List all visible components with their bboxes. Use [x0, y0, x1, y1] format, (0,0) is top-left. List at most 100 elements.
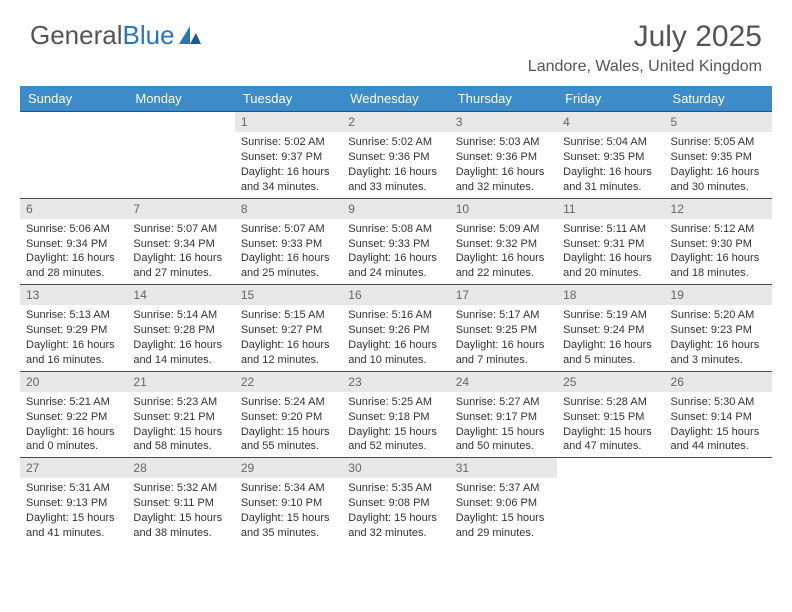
- logo: GeneralBlue: [30, 20, 201, 51]
- daylight-text: Daylight: 15 hours and 58 minutes.: [133, 425, 228, 455]
- day-number: 3: [450, 112, 557, 132]
- day-content: Sunrise: 5:07 AMSunset: 9:33 PMDaylight:…: [235, 219, 342, 284]
- day-number: 24: [450, 372, 557, 392]
- day-content: Sunrise: 5:16 AMSunset: 9:26 PMDaylight:…: [342, 305, 449, 370]
- day-number: 17: [450, 285, 557, 305]
- day-cell: 18Sunrise: 5:19 AMSunset: 9:24 PMDayligh…: [557, 285, 664, 371]
- sunset-text: Sunset: 9:10 PM: [241, 496, 336, 511]
- day-content: Sunrise: 5:19 AMSunset: 9:24 PMDaylight:…: [557, 305, 664, 370]
- day-content: Sunrise: 5:02 AMSunset: 9:37 PMDaylight:…: [235, 132, 342, 197]
- day-cell: 5Sunrise: 5:05 AMSunset: 9:35 PMDaylight…: [665, 112, 772, 198]
- day-content: Sunrise: 5:12 AMSunset: 9:30 PMDaylight:…: [665, 219, 772, 284]
- day-cell: 28Sunrise: 5:32 AMSunset: 9:11 PMDayligh…: [127, 458, 234, 544]
- sunset-text: Sunset: 9:08 PM: [348, 496, 443, 511]
- sunset-text: Sunset: 9:14 PM: [671, 410, 766, 425]
- daylight-text: Daylight: 16 hours and 24 minutes.: [348, 251, 443, 281]
- sunrise-text: Sunrise: 5:34 AM: [241, 481, 336, 496]
- day-cell: 8Sunrise: 5:07 AMSunset: 9:33 PMDaylight…: [235, 199, 342, 285]
- day-content: Sunrise: 5:15 AMSunset: 9:27 PMDaylight:…: [235, 305, 342, 370]
- sunrise-text: Sunrise: 5:19 AM: [563, 308, 658, 323]
- title-section: July 2025 Landore, Wales, United Kingdom: [528, 20, 762, 76]
- daylight-text: Daylight: 15 hours and 38 minutes.: [133, 511, 228, 541]
- day-cell: 3Sunrise: 5:03 AMSunset: 9:36 PMDaylight…: [450, 112, 557, 198]
- sunrise-text: Sunrise: 5:04 AM: [563, 135, 658, 150]
- day-cell: 4Sunrise: 5:04 AMSunset: 9:35 PMDaylight…: [557, 112, 664, 198]
- daylight-text: Daylight: 16 hours and 12 minutes.: [241, 338, 336, 368]
- day-content: Sunrise: 5:34 AMSunset: 9:10 PMDaylight:…: [235, 478, 342, 543]
- sunrise-text: Sunrise: 5:16 AM: [348, 308, 443, 323]
- day-content: Sunrise: 5:20 AMSunset: 9:23 PMDaylight:…: [665, 305, 772, 370]
- day-number: 1: [235, 112, 342, 132]
- sunset-text: Sunset: 9:25 PM: [456, 323, 551, 338]
- day-headers-row: Sunday Monday Tuesday Wednesday Thursday…: [20, 86, 772, 111]
- day-number: 4: [557, 112, 664, 132]
- day-number: 30: [342, 458, 449, 478]
- triangle-icon: [179, 20, 201, 51]
- daylight-text: Daylight: 16 hours and 14 minutes.: [133, 338, 228, 368]
- day-cell: 11Sunrise: 5:11 AMSunset: 9:31 PMDayligh…: [557, 199, 664, 285]
- daylight-text: Daylight: 16 hours and 5 minutes.: [563, 338, 658, 368]
- day-number: 28: [127, 458, 234, 478]
- week-row: 20Sunrise: 5:21 AMSunset: 9:22 PMDayligh…: [20, 371, 772, 458]
- day-content: Sunrise: 5:24 AMSunset: 9:20 PMDaylight:…: [235, 392, 342, 457]
- day-content: Sunrise: 5:09 AMSunset: 9:32 PMDaylight:…: [450, 219, 557, 284]
- day-cell: 25Sunrise: 5:28 AMSunset: 9:15 PMDayligh…: [557, 372, 664, 458]
- sunrise-text: Sunrise: 5:09 AM: [456, 222, 551, 237]
- sunrise-text: Sunrise: 5:14 AM: [133, 308, 228, 323]
- day-content: Sunrise: 5:21 AMSunset: 9:22 PMDaylight:…: [20, 392, 127, 457]
- sunset-text: Sunset: 9:32 PM: [456, 237, 551, 252]
- day-cell: 10Sunrise: 5:09 AMSunset: 9:32 PMDayligh…: [450, 199, 557, 285]
- sunset-text: Sunset: 9:21 PM: [133, 410, 228, 425]
- daylight-text: Daylight: 16 hours and 20 minutes.: [563, 251, 658, 281]
- sunset-text: Sunset: 9:34 PM: [133, 237, 228, 252]
- sunrise-text: Sunrise: 5:37 AM: [456, 481, 551, 496]
- day-number: 9: [342, 199, 449, 219]
- sunset-text: Sunset: 9:36 PM: [456, 150, 551, 165]
- sunrise-text: Sunrise: 5:02 AM: [348, 135, 443, 150]
- day-content: Sunrise: 5:08 AMSunset: 9:33 PMDaylight:…: [342, 219, 449, 284]
- sunset-text: Sunset: 9:33 PM: [241, 237, 336, 252]
- day-number: 23: [342, 372, 449, 392]
- day-number: 10: [450, 199, 557, 219]
- day-number: 18: [557, 285, 664, 305]
- sunrise-text: Sunrise: 5:25 AM: [348, 395, 443, 410]
- sunset-text: Sunset: 9:29 PM: [26, 323, 121, 338]
- day-cell: 29Sunrise: 5:34 AMSunset: 9:10 PMDayligh…: [235, 458, 342, 544]
- sunrise-text: Sunrise: 5:23 AM: [133, 395, 228, 410]
- sunrise-text: Sunrise: 5:06 AM: [26, 222, 121, 237]
- day-header-tuesday: Tuesday: [235, 86, 342, 111]
- day-number: 6: [20, 199, 127, 219]
- daylight-text: Daylight: 16 hours and 30 minutes.: [671, 165, 766, 195]
- day-number: 22: [235, 372, 342, 392]
- day-cell: 27Sunrise: 5:31 AMSunset: 9:13 PMDayligh…: [20, 458, 127, 544]
- sunrise-text: Sunrise: 5:21 AM: [26, 395, 121, 410]
- calendar: Sunday Monday Tuesday Wednesday Thursday…: [20, 86, 772, 544]
- day-number: 14: [127, 285, 234, 305]
- daylight-text: Daylight: 16 hours and 27 minutes.: [133, 251, 228, 281]
- sunset-text: Sunset: 9:34 PM: [26, 237, 121, 252]
- day-number: 25: [557, 372, 664, 392]
- sunrise-text: Sunrise: 5:28 AM: [563, 395, 658, 410]
- sunset-text: Sunset: 9:35 PM: [563, 150, 658, 165]
- day-cell: 1Sunrise: 5:02 AMSunset: 9:37 PMDaylight…: [235, 112, 342, 198]
- day-cell: 19Sunrise: 5:20 AMSunset: 9:23 PMDayligh…: [665, 285, 772, 371]
- sunrise-text: Sunrise: 5:15 AM: [241, 308, 336, 323]
- sunset-text: Sunset: 9:28 PM: [133, 323, 228, 338]
- daylight-text: Daylight: 16 hours and 0 minutes.: [26, 425, 121, 455]
- logo-text-1: General: [30, 20, 123, 51]
- day-number: 16: [342, 285, 449, 305]
- sunset-text: Sunset: 9:36 PM: [348, 150, 443, 165]
- day-header-friday: Friday: [557, 86, 664, 111]
- day-header-saturday: Saturday: [665, 86, 772, 111]
- logo-text-2: Blue: [123, 20, 175, 51]
- sunrise-text: Sunrise: 5:20 AM: [671, 308, 766, 323]
- day-content: Sunrise: 5:17 AMSunset: 9:25 PMDaylight:…: [450, 305, 557, 370]
- location: Landore, Wales, United Kingdom: [528, 58, 762, 76]
- daylight-text: Daylight: 16 hours and 3 minutes.: [671, 338, 766, 368]
- day-content: Sunrise: 5:07 AMSunset: 9:34 PMDaylight:…: [127, 219, 234, 284]
- day-cell: 15Sunrise: 5:15 AMSunset: 9:27 PMDayligh…: [235, 285, 342, 371]
- sunset-text: Sunset: 9:13 PM: [26, 496, 121, 511]
- day-header-sunday: Sunday: [20, 86, 127, 111]
- daylight-text: Daylight: 16 hours and 10 minutes.: [348, 338, 443, 368]
- day-content: Sunrise: 5:25 AMSunset: 9:18 PMDaylight:…: [342, 392, 449, 457]
